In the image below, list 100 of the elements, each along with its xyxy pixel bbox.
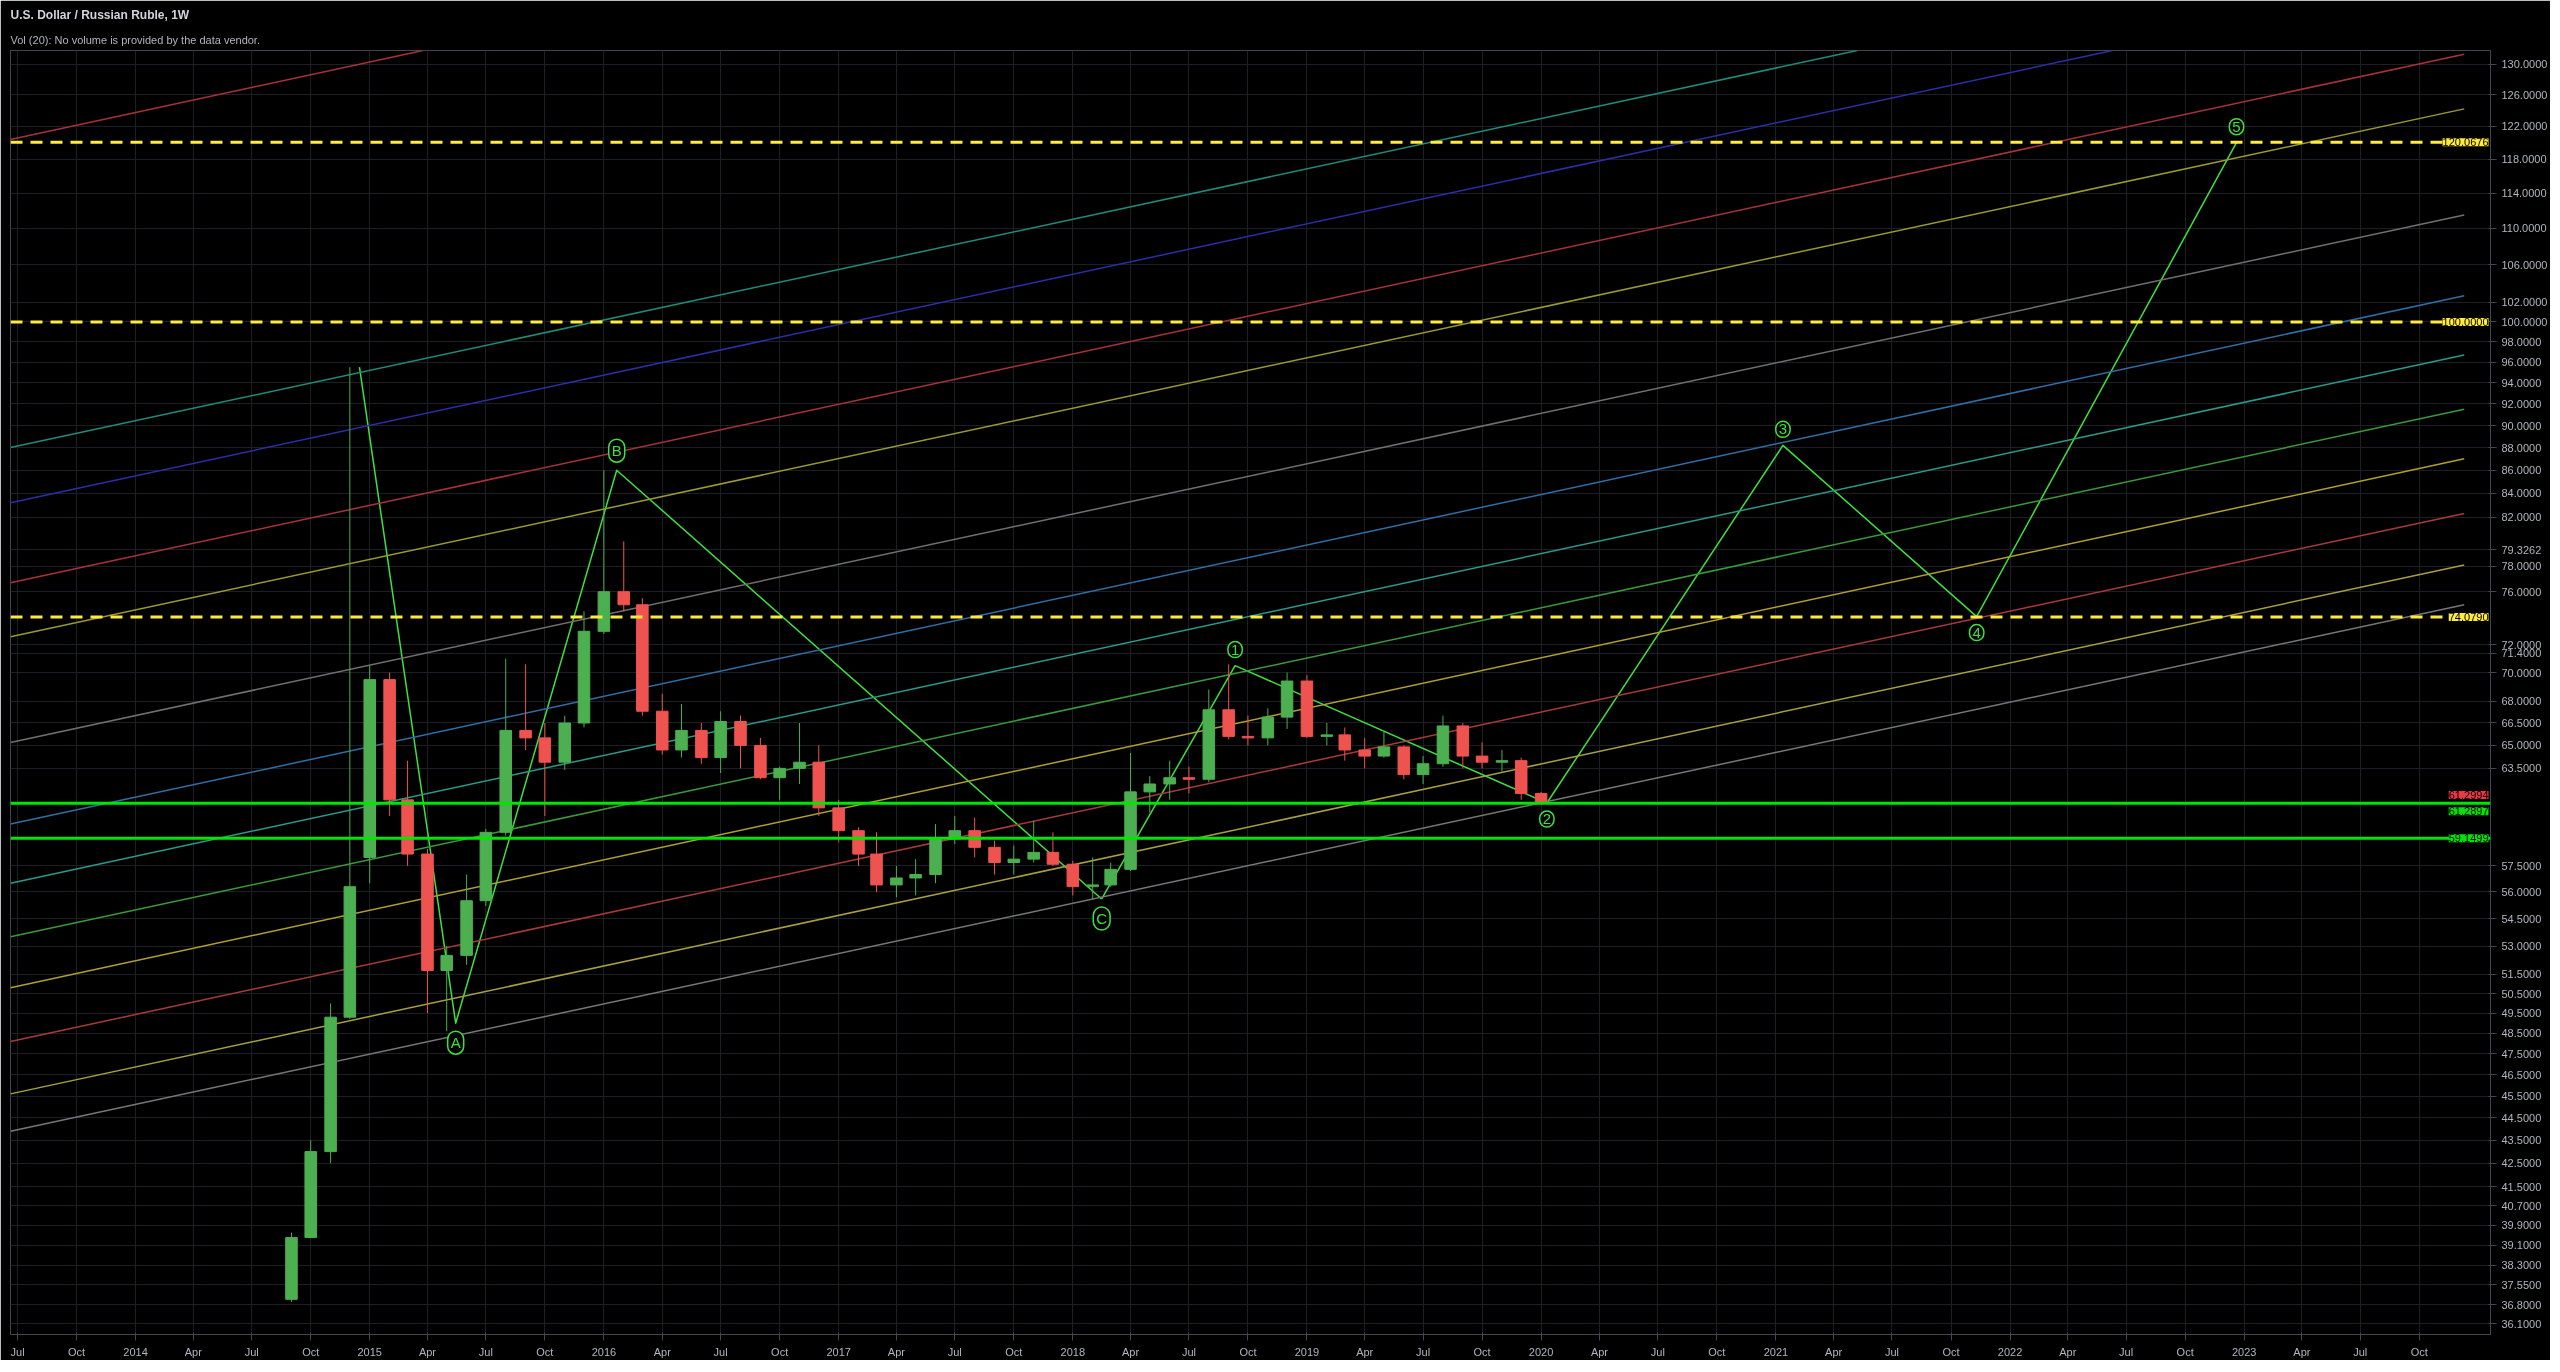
- x-tick-label: Jul: [10, 1345, 25, 1358]
- annotation: 5: [2232, 117, 2241, 135]
- x-tick-label: Oct: [1708, 1345, 1726, 1358]
- x-tick-label: Apr: [184, 1345, 203, 1358]
- y-tick-label: 46.5000: [2501, 1068, 2542, 1081]
- y-tick-label: 48.5000: [2501, 1027, 2542, 1040]
- x-tick-label: 2018: [1060, 1345, 1086, 1358]
- x-tick-label: Apr: [887, 1345, 906, 1358]
- annotation: 4: [1972, 623, 1981, 641]
- x-tick-label: 2014: [123, 1345, 148, 1358]
- y-tick-label: 40.7000: [2501, 1199, 2542, 1212]
- ref-line-label: 120.0676: [2442, 136, 2489, 149]
- x-tick-label: 2020: [1528, 1345, 1554, 1358]
- y-tick-label: 122.0000: [2501, 120, 2548, 133]
- y-tick-label: 106.0000: [2501, 258, 2548, 271]
- x-tick-label: Oct: [302, 1345, 320, 1358]
- y-tick-label: 37.5500: [2501, 1278, 2542, 1291]
- y-tick-label: 38.3000: [2501, 1259, 2542, 1272]
- x-tick-label: Jul: [1650, 1345, 1665, 1358]
- annotation: 3: [1778, 420, 1788, 438]
- x-tick-label: Apr: [1825, 1345, 1843, 1358]
- x-tick-label: Oct: [536, 1345, 554, 1358]
- y-tick-label: 79.3262: [2501, 543, 2542, 556]
- x-tick-label: Jul: [2353, 1345, 2368, 1358]
- x-tick-label: Oct: [68, 1345, 86, 1358]
- y-tick-label: 43.5000: [2501, 1134, 2542, 1147]
- x-tick-label: Jul: [478, 1345, 493, 1358]
- y-tick-label: 49.5000: [2501, 1007, 2542, 1020]
- y-tick-label: 45.5000: [2501, 1090, 2542, 1103]
- x-tick-label: Apr: [418, 1345, 437, 1358]
- text: Vol (20): No volume is provided by the data vendor.: [10, 33, 260, 46]
- x-tick-label: 2017: [826, 1345, 851, 1358]
- x-tick-label: 2016: [591, 1345, 617, 1358]
- y-tick-label: 98.0000: [2501, 335, 2542, 348]
- y-tick-label: 78.0000: [2501, 560, 2542, 573]
- annotation: C: [1096, 909, 1108, 927]
- x-tick-label: Oct: [771, 1345, 789, 1358]
- y-tick-label: 118.0000: [2501, 153, 2547, 166]
- x-tick-label: Apr: [1590, 1345, 1609, 1358]
- x-tick-label: Jul: [244, 1345, 259, 1358]
- y-tick-label: 130.0000: [2501, 58, 2548, 71]
- y-tick-label: 84.0000: [2501, 487, 2542, 500]
- ref-line-label: 100.0000: [2442, 315, 2489, 328]
- y-tick-label: 57.5000: [2501, 859, 2542, 872]
- x-tick-label: Apr: [2293, 1345, 2311, 1358]
- x-tick-label: 2019: [1294, 1345, 1320, 1358]
- y-tick-label: 94.0000: [2501, 376, 2542, 389]
- annotation: 2: [1542, 810, 1552, 828]
- x-tick-label: Jul: [1884, 1345, 1900, 1358]
- y-tick-label: 54.5000: [2501, 912, 2542, 925]
- x-tick-label: Apr: [1121, 1345, 1140, 1358]
- x-tick-label: Jul: [947, 1345, 962, 1358]
- y-tick-label: 50.5000: [2501, 987, 2542, 1000]
- x-tick-label: Oct: [1005, 1345, 1023, 1358]
- y-tick-label: 68.0000: [2501, 695, 2542, 708]
- y-tick-label: 100.0000: [2501, 315, 2548, 328]
- y-tick-label: 82.0000: [2501, 511, 2542, 524]
- chart-title: U.S. Dollar / Russian Ruble, 1W: [10, 7, 190, 22]
- y-tick-label: 88.0000: [2501, 441, 2542, 454]
- x-tick-label: Apr: [1356, 1345, 1374, 1358]
- y-tick-label: 42.5000: [2501, 1157, 2542, 1170]
- x-tick-label: Oct: [2410, 1345, 2428, 1358]
- x-tick-label: Apr: [2059, 1345, 2077, 1358]
- ref-line-label: 61.2994: [2448, 789, 2489, 802]
- y-tick-label: 114.0000: [2501, 187, 2547, 200]
- x-tick-label: Apr: [653, 1345, 672, 1358]
- x-tick-label: Oct: [2176, 1345, 2194, 1358]
- ref-line-label: 74.0790: [2448, 610, 2489, 623]
- x-tick-label: Jul: [713, 1345, 728, 1358]
- annotation: A: [450, 1034, 461, 1052]
- x-tick-label: Jul: [2119, 1345, 2134, 1358]
- x-tick-label: 2021: [1763, 1345, 1789, 1358]
- annotation: B: [611, 442, 622, 460]
- ref-line-label: 61.2897: [2448, 805, 2489, 818]
- x-tick-label: 2023: [2231, 1345, 2257, 1358]
- y-tick-label: 76.0000: [2501, 585, 2542, 598]
- x-tick-label: Jul: [1181, 1345, 1196, 1358]
- y-tick-label: 44.5000: [2501, 1111, 2542, 1124]
- y-tick-label: 41.5000: [2501, 1180, 2542, 1193]
- y-tick-label: 102.0000: [2501, 296, 2548, 309]
- ref-line-label: 59.1499: [2448, 832, 2489, 845]
- y-tick-label: 110.0000: [2501, 222, 2547, 235]
- x-tick-label: Jul: [1416, 1345, 1431, 1358]
- x-tick-label: Oct: [1239, 1345, 1257, 1358]
- y-tick-label: 86.0000: [2501, 464, 2542, 477]
- annotation: 1: [1230, 640, 1240, 658]
- x-tick-label: Oct: [1942, 1345, 1960, 1358]
- y-tick-label: 53.0000: [2501, 940, 2542, 953]
- x-tick-label: 2022: [1997, 1345, 2023, 1358]
- y-tick-label: 39.1000: [2501, 1239, 2542, 1252]
- y-tick-label: 70.0000: [2501, 666, 2542, 679]
- y-tick-label: 36.1000: [2501, 1317, 2542, 1330]
- y-tick-label: 47.5000: [2501, 1047, 2542, 1060]
- y-tick-label: 51.5000: [2501, 968, 2542, 981]
- y-tick-label: 66.5000: [2501, 716, 2542, 729]
- y-tick-label: 56.0000: [2501, 885, 2542, 898]
- y-tick-label: 63.5000: [2501, 762, 2542, 775]
- y-tick-label: 39.9000: [2501, 1219, 2542, 1232]
- y-tick-label: 65.0000: [2501, 739, 2542, 752]
- y-tick-label: 96.0000: [2501, 356, 2542, 369]
